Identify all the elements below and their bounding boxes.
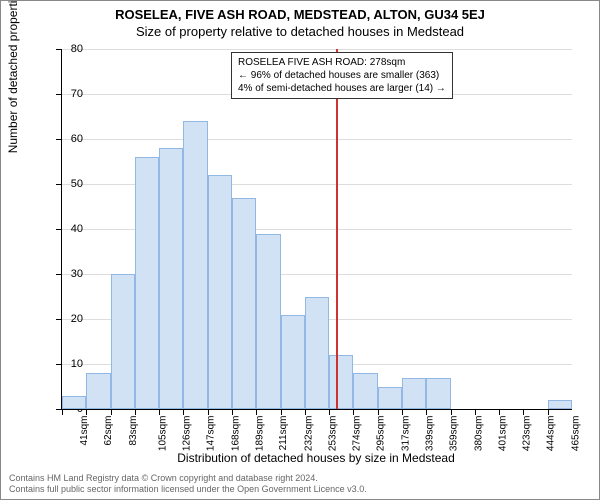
histogram-bar: [548, 400, 572, 409]
x-tick-label: 295sqm: [376, 416, 387, 452]
y-tick-label: 70: [43, 88, 83, 100]
y-tick-label: 40: [43, 223, 83, 235]
gridline: [62, 139, 572, 140]
histogram-bar: [232, 198, 256, 410]
x-tick-label: 211sqm: [278, 416, 289, 451]
x-tick: [256, 409, 257, 415]
x-tick: [451, 409, 452, 415]
x-tick-label: 147sqm: [206, 416, 217, 452]
histogram-bar: [111, 274, 135, 409]
y-tick-label: 30: [43, 268, 83, 280]
histogram-bar: [159, 148, 183, 409]
annotation-box: ROSELEA FIVE ASH ROAD: 278sqm ← 96% of d…: [231, 52, 453, 99]
x-tick: [499, 409, 500, 415]
chart-area: 41sqm62sqm83sqm105sqm126sqm147sqm168sqm1…: [61, 49, 571, 409]
x-tick: [475, 409, 476, 415]
footer-line2: Contains full public sector information …: [9, 484, 367, 495]
histogram-bar: [281, 315, 305, 410]
x-tick: [208, 409, 209, 415]
reference-line: [336, 49, 338, 409]
histogram-bar: [305, 297, 329, 410]
x-tick: [183, 409, 184, 415]
x-axis-label: Distribution of detached houses by size …: [177, 451, 455, 465]
x-tick-label: 339sqm: [425, 416, 436, 452]
histogram-bar: [402, 378, 426, 410]
footer-attribution: Contains HM Land Registry data © Crown c…: [9, 473, 367, 495]
histogram-bar: [86, 373, 110, 409]
histogram-bar: [329, 355, 353, 409]
x-tick: [353, 409, 354, 415]
histogram-bar: [426, 378, 450, 410]
x-tick-label: 41sqm: [79, 416, 90, 446]
x-tick: [523, 409, 524, 415]
histogram-bar: [353, 373, 377, 409]
x-tick-label: 423sqm: [522, 416, 533, 452]
x-tick-label: 317sqm: [400, 416, 411, 452]
x-tick-label: 359sqm: [449, 416, 460, 452]
x-tick-label: 401sqm: [497, 416, 508, 452]
x-tick-label: 62sqm: [103, 416, 114, 446]
annotation-line3: 4% of semi-detached houses are larger (1…: [238, 82, 446, 95]
y-tick-label: 50: [43, 178, 83, 190]
x-tick: [135, 409, 136, 415]
x-tick: [281, 409, 282, 415]
footer-line1: Contains HM Land Registry data © Crown c…: [9, 473, 367, 484]
y-tick-label: 20: [43, 313, 83, 325]
x-tick-label: 83sqm: [128, 416, 139, 446]
annotation-line1: ROSELEA FIVE ASH ROAD: 278sqm: [238, 56, 446, 69]
x-tick: [86, 409, 87, 415]
histogram-bar: [183, 121, 207, 409]
x-tick-label: 189sqm: [255, 416, 266, 452]
x-tick-label: 105sqm: [157, 416, 168, 452]
x-tick-label: 465sqm: [570, 416, 581, 452]
x-tick: [305, 409, 306, 415]
x-tick-label: 253sqm: [327, 416, 338, 452]
histogram-bar: [208, 175, 232, 409]
x-tick: [402, 409, 403, 415]
x-tick: [111, 409, 112, 415]
histogram-bar: [256, 234, 280, 410]
y-tick-label: 80: [43, 43, 83, 55]
gridline: [62, 49, 572, 50]
histogram-bar: [135, 157, 159, 409]
x-tick-label: 168sqm: [230, 416, 241, 452]
chart-container: ROSELEA, FIVE ASH ROAD, MEDSTEAD, ALTON,…: [0, 0, 600, 500]
x-tick: [159, 409, 160, 415]
x-tick-label: 380sqm: [473, 416, 484, 452]
x-tick: [378, 409, 379, 415]
x-tick-label: 444sqm: [546, 416, 557, 452]
plot-region: 41sqm62sqm83sqm105sqm126sqm147sqm168sqm1…: [61, 49, 572, 410]
y-tick-label: 10: [43, 358, 83, 370]
chart-title: ROSELEA, FIVE ASH ROAD, MEDSTEAD, ALTON,…: [1, 7, 599, 22]
x-tick-label: 126sqm: [182, 416, 193, 452]
x-tick-label: 274sqm: [352, 416, 363, 452]
x-tick: [426, 409, 427, 415]
y-tick-label: 60: [43, 133, 83, 145]
x-tick: [232, 409, 233, 415]
histogram-bar: [62, 396, 86, 410]
x-tick: [329, 409, 330, 415]
x-tick-label: 232sqm: [303, 416, 314, 452]
chart-subtitle: Size of property relative to detached ho…: [1, 24, 599, 39]
x-tick: [548, 409, 549, 415]
annotation-line2: ← 96% of detached houses are smaller (36…: [238, 69, 446, 82]
histogram-bar: [378, 387, 402, 410]
y-axis-label: Number of detached properties: [6, 0, 20, 153]
